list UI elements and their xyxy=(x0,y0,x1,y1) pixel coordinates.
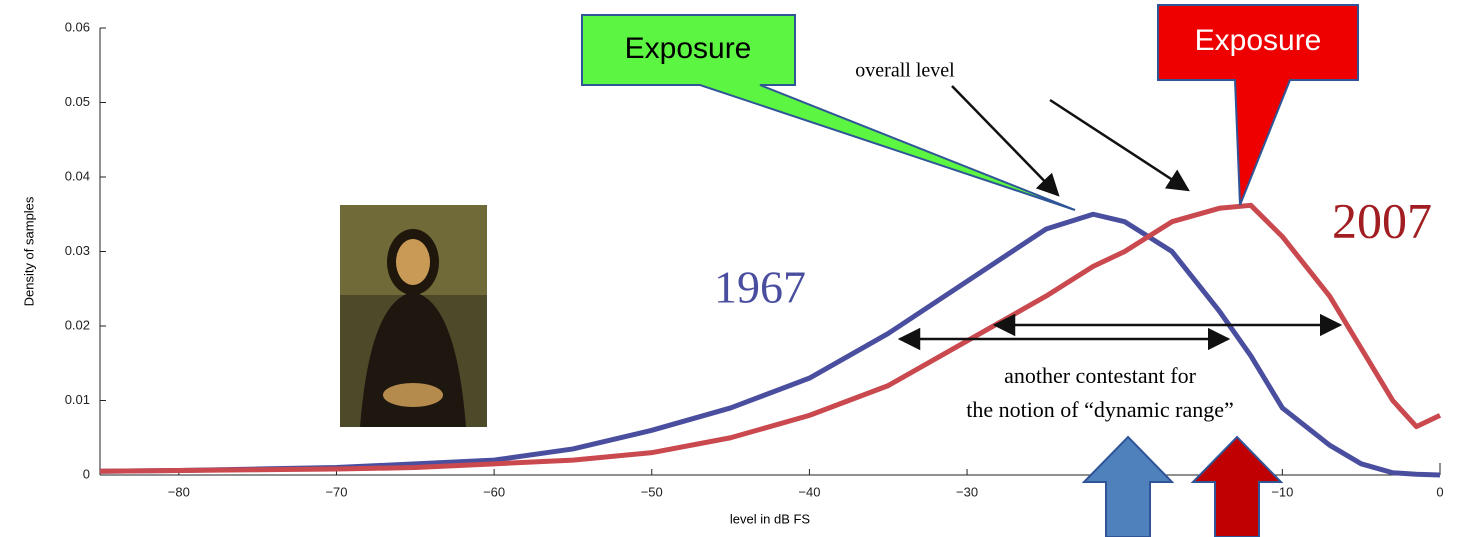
arrow xyxy=(952,86,1058,195)
x-tick-label: −50 xyxy=(641,484,663,499)
annotation: another contestant for xyxy=(1004,363,1196,388)
x-axis-label: level in dB FS xyxy=(730,511,811,526)
annotation: the notion of “dynamic range” xyxy=(966,397,1234,422)
x-tick-label: −60 xyxy=(483,484,505,499)
callout-text: Exposure xyxy=(625,32,752,65)
y-axis-label: Density of samples xyxy=(21,196,36,306)
x-tick-label: −40 xyxy=(798,484,820,499)
y-tick-label: 0.02 xyxy=(65,317,90,332)
chart: 0 0.01 0.02 0.03 0.04 0.05 0.06 −80 −70 −60 −50 −40… xyxy=(0,0,1460,537)
x-tick-label: −10 xyxy=(1271,484,1293,499)
y-tick-label: 0.03 xyxy=(65,243,90,258)
arrow xyxy=(1050,100,1188,190)
y-tick-label: 0.01 xyxy=(65,392,90,407)
painting xyxy=(340,205,487,427)
up-arrow xyxy=(1084,437,1172,537)
series-line xyxy=(100,214,1440,475)
annotation: overall level xyxy=(855,60,955,82)
y-tick-label: 0.04 xyxy=(65,168,90,183)
y-tick-label: 0.06 xyxy=(65,19,90,34)
series-label: 2007 xyxy=(1332,192,1432,248)
y-tick-label: 0 xyxy=(83,466,90,481)
up-arrow xyxy=(1193,437,1281,537)
x-tick-label: −30 xyxy=(956,484,978,499)
overlay: 1967 2007 xyxy=(714,192,1432,312)
x-tick-label: −70 xyxy=(325,484,347,499)
series-label: 1967 xyxy=(714,262,806,313)
x-tick-label: 0 xyxy=(1436,484,1443,499)
page: {"chart_data": {"type": "line", "x": [-8… xyxy=(0,0,1460,537)
y-tick-label: 0.05 xyxy=(65,94,90,109)
callout-text: Exposure xyxy=(1195,24,1322,57)
x-tick-label: −80 xyxy=(168,484,190,499)
